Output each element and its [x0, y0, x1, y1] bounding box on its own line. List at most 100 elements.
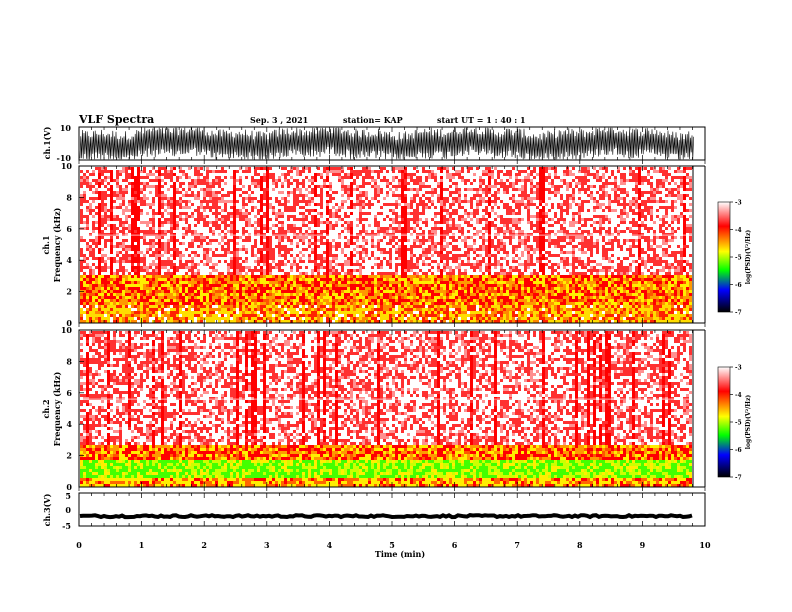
spectrogram-cell: [140, 314, 143, 317]
spectrogram-cell: [401, 236, 404, 239]
spectrogram-cell: [194, 308, 197, 311]
spectrogram-cell: [452, 287, 455, 290]
spectrogram-cell: [335, 224, 338, 227]
spectrogram-cell: [293, 206, 296, 209]
spectrogram-cell: [290, 293, 293, 296]
spectrogram-cell: [458, 170, 461, 173]
spectrogram-cell: [476, 290, 479, 293]
spectrogram-cell: [107, 287, 110, 290]
spectrogram-cell: [341, 281, 344, 284]
spectrogram-cell: [92, 179, 95, 182]
spectrogram-cell: [458, 173, 461, 176]
spectrogram-cell: [347, 197, 350, 200]
spectrogram-cell: [428, 296, 431, 299]
spectrogram-cell: [467, 275, 470, 278]
spectrogram-cell: [368, 200, 371, 203]
spectrogram-cell: [125, 185, 128, 188]
spectrogram-cell: [188, 206, 191, 209]
spectrogram-cell: [386, 215, 389, 218]
spectrogram-cell: [104, 191, 107, 194]
spectrogram-cell: [158, 218, 161, 221]
spectrogram-cell: [470, 281, 473, 284]
spectrogram-cell: [359, 278, 362, 281]
spectrogram-cell: [311, 236, 314, 239]
spectrogram-cell: [185, 293, 188, 296]
spectrogram-cell: [443, 188, 446, 191]
spectrogram-cell: [443, 281, 446, 284]
spectrogram-cell: [128, 308, 131, 311]
spectrogram-cell: [152, 287, 155, 290]
spectrogram-cell: [371, 278, 374, 281]
spectrogram-cell: [350, 167, 353, 170]
spectrogram-cell: [398, 194, 401, 197]
spectrogram-cell: [341, 224, 344, 227]
spectrogram-cell: [152, 293, 155, 296]
spectrogram-cell: [95, 191, 98, 194]
spectrogram-cell: [245, 311, 248, 314]
spectrogram-cell: [437, 242, 440, 245]
spectrogram-cell: [188, 299, 191, 302]
spectrogram-cell: [479, 263, 482, 266]
spectrogram-cell: [416, 305, 419, 308]
spectrogram-cell: [428, 206, 431, 209]
spectrogram-cell: [473, 296, 476, 299]
spectrogram-cell: [143, 305, 146, 308]
spectrogram-cell: [167, 197, 170, 200]
spectrogram-cell: [137, 188, 140, 191]
spectrogram-cell: [473, 194, 476, 197]
spectrogram-cell: [359, 281, 362, 284]
spectrogram-cell: [404, 188, 407, 191]
spectrogram-cell: [377, 308, 380, 311]
spectrogram-cell: [317, 296, 320, 299]
spectrogram-cell: [464, 302, 467, 305]
spectrogram-cell: [377, 320, 380, 323]
spectrogram-cell: [86, 215, 89, 218]
spectrogram-cell: [239, 287, 242, 290]
spectrogram-cell: [155, 314, 158, 317]
spectrogram-cell: [347, 215, 350, 218]
spectrogram-cell: [104, 311, 107, 314]
spectrogram-cell: [353, 173, 356, 176]
spectrogram-cell: [401, 284, 404, 287]
spectrogram-cell: [206, 308, 209, 311]
spectrogram-cell: [98, 305, 101, 308]
spectrogram-cell: [299, 266, 302, 269]
spectrogram-cell: [287, 302, 290, 305]
spectrogram-cell: [257, 290, 260, 293]
spectrogram-cell: [176, 269, 179, 272]
spectrogram-cell: [245, 281, 248, 284]
spectrogram-cell: [89, 272, 92, 275]
spectrogram-cell: [476, 287, 479, 290]
spectrogram-cell: [410, 197, 413, 200]
spectrogram-cell: [128, 257, 131, 260]
spectrogram-cell: [230, 251, 233, 254]
spectrogram-cell: [164, 299, 167, 302]
spectrogram-cell: [260, 200, 263, 203]
spectrogram-cell: [425, 221, 428, 224]
spectrogram-cell: [398, 314, 401, 317]
spectrogram-cell: [287, 305, 290, 308]
spectrogram-cell: [281, 167, 284, 170]
spectrogram-cell: [152, 200, 155, 203]
spectrogram-cell: [461, 260, 464, 263]
spectrogram-cell: [173, 194, 176, 197]
spectrogram-cell: [170, 302, 173, 305]
spectrogram-cell: [353, 296, 356, 299]
spectrogram-cell: [116, 287, 119, 290]
spectrogram-cell: [236, 320, 239, 323]
spectrogram-cell: [443, 218, 446, 221]
spectrogram-cell: [116, 254, 119, 257]
spectrogram-cell: [299, 191, 302, 194]
spectrogram-cell: [176, 290, 179, 293]
spectrogram-cell: [188, 182, 191, 185]
spectrogram-cell: [368, 284, 371, 287]
spectrogram-cell: [305, 278, 308, 281]
spectrogram-cell: [287, 230, 290, 233]
spectrogram-cell: [341, 311, 344, 314]
spectrogram-cell: [158, 257, 161, 260]
spectrogram-cell: [446, 281, 449, 284]
spectrogram-cell: [146, 230, 149, 233]
spectrogram-cell: [329, 185, 332, 188]
spectrogram-cell: [275, 182, 278, 185]
spectrogram-cell: [467, 278, 470, 281]
